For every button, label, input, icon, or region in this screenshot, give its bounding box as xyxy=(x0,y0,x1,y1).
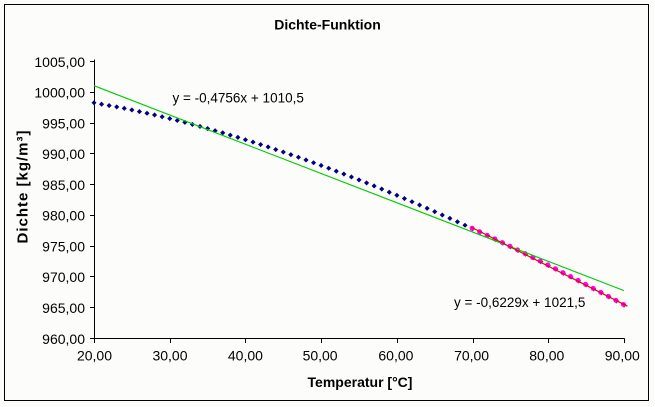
svg-text:Dichte [kg/m³]: Dichte [kg/m³] xyxy=(15,129,32,243)
svg-text:60,00: 60,00 xyxy=(378,348,413,364)
svg-text:50,00: 50,00 xyxy=(303,348,338,364)
svg-text:90,00: 90,00 xyxy=(605,348,640,364)
svg-text:y = -0,6229x + 1021,5: y = -0,6229x + 1021,5 xyxy=(454,295,585,310)
svg-text:975,00: 975,00 xyxy=(42,239,85,255)
svg-text:Dichte-Funktion: Dichte-Funktion xyxy=(274,16,381,32)
svg-text:985,00: 985,00 xyxy=(42,177,85,193)
svg-text:990,00: 990,00 xyxy=(42,146,85,162)
svg-text:1000,00: 1000,00 xyxy=(34,85,85,101)
svg-text:965,00: 965,00 xyxy=(42,300,85,316)
svg-text:1005,00: 1005,00 xyxy=(34,54,85,70)
svg-text:y = -0,4756x + 1010,5: y = -0,4756x + 1010,5 xyxy=(173,91,304,106)
svg-text:Temperatur [°C]: Temperatur [°C] xyxy=(308,374,413,390)
svg-text:70,00: 70,00 xyxy=(454,348,489,364)
svg-text:80,00: 80,00 xyxy=(529,348,564,364)
svg-text:970,00: 970,00 xyxy=(42,269,85,285)
svg-text:20,00: 20,00 xyxy=(77,348,112,364)
svg-text:960,00: 960,00 xyxy=(42,331,85,347)
svg-text:30,00: 30,00 xyxy=(152,348,187,364)
svg-text:980,00: 980,00 xyxy=(42,208,85,224)
svg-text:995,00: 995,00 xyxy=(42,115,85,131)
svg-text:40,00: 40,00 xyxy=(228,348,263,364)
